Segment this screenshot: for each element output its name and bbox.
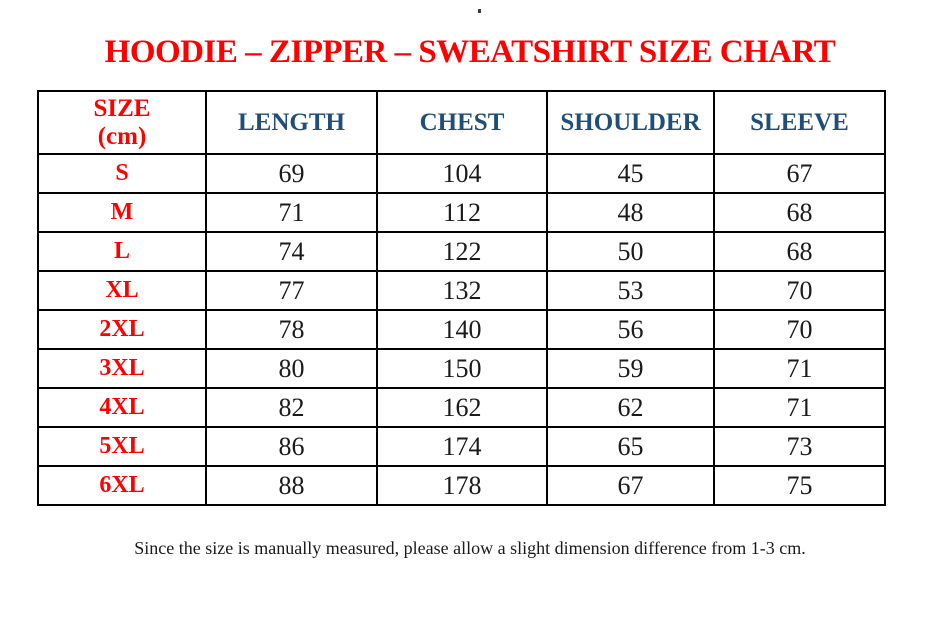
- table-row-l: L 74 122 50 68: [37, 231, 886, 272]
- sleeve-value: 75: [713, 465, 886, 506]
- header-size-unit: (cm): [97, 122, 147, 150]
- shoulder-value: 62: [546, 387, 715, 428]
- sleeve-value: 68: [713, 231, 886, 272]
- table-row-m: M 71 112 48 68: [37, 192, 886, 233]
- length-value: 88: [205, 465, 378, 506]
- size-label: S: [37, 153, 207, 194]
- page-title: HOODIE – ZIPPER – SWEATSHIRT SIZE CHART: [104, 34, 836, 70]
- chest-value: 178: [376, 465, 548, 506]
- length-value: 74: [205, 231, 378, 272]
- size-label: 2XL: [37, 309, 207, 350]
- length-value: 71: [205, 192, 378, 233]
- header-length: LENGTH: [205, 90, 378, 155]
- sleeve-value: 71: [713, 387, 886, 428]
- size-label: 4XL: [37, 387, 207, 428]
- size-label: L: [37, 231, 207, 272]
- header-size-label: SIZE: [93, 94, 151, 122]
- chest-value: 132: [376, 270, 548, 311]
- sleeve-value: 70: [713, 309, 886, 350]
- shoulder-value: 50: [546, 231, 715, 272]
- chest-value: 104: [376, 153, 548, 194]
- sleeve-value: 70: [713, 270, 886, 311]
- stray-dot: [478, 9, 481, 13]
- shoulder-value: 45: [546, 153, 715, 194]
- shoulder-value: 48: [546, 192, 715, 233]
- size-label: 6XL: [37, 465, 207, 506]
- size-label: 5XL: [37, 426, 207, 467]
- sleeve-value: 73: [713, 426, 886, 467]
- size-label: XL: [37, 270, 207, 311]
- table-row-2xl: 2XL 78 140 56 70: [37, 309, 886, 350]
- length-value: 77: [205, 270, 378, 311]
- length-value: 69: [205, 153, 378, 194]
- length-value: 82: [205, 387, 378, 428]
- chest-value: 162: [376, 387, 548, 428]
- sleeve-value: 67: [713, 153, 886, 194]
- shoulder-value: 67: [546, 465, 715, 506]
- shoulder-value: 56: [546, 309, 715, 350]
- shoulder-value: 65: [546, 426, 715, 467]
- size-table: SIZE (cm) LENGTH CHEST SHOULDER SLEEVE S…: [37, 90, 886, 506]
- chest-value: 112: [376, 192, 548, 233]
- table-row-6xl: 6XL 88 178 67 75: [37, 465, 886, 506]
- size-label: M: [37, 192, 207, 233]
- chest-value: 122: [376, 231, 548, 272]
- measurement-footnote: Since the size is manually measured, ple…: [134, 538, 806, 558]
- sleeve-value: 71: [713, 348, 886, 389]
- sleeve-value: 68: [713, 192, 886, 233]
- size-label: 3XL: [37, 348, 207, 389]
- table-row-5xl: 5XL 86 174 65 73: [37, 426, 886, 467]
- length-value: 80: [205, 348, 378, 389]
- table-header-row: SIZE (cm) LENGTH CHEST SHOULDER SLEEVE: [37, 90, 886, 155]
- chest-value: 174: [376, 426, 548, 467]
- header-shoulder: SHOULDER: [546, 90, 715, 155]
- header-chest: CHEST: [376, 90, 548, 155]
- chest-value: 150: [376, 348, 548, 389]
- table-row-3xl: 3XL 80 150 59 71: [37, 348, 886, 389]
- header-sleeve: SLEEVE: [713, 90, 886, 155]
- table-row-xl: XL 77 132 53 70: [37, 270, 886, 311]
- table-row-4xl: 4XL 82 162 62 71: [37, 387, 886, 428]
- length-value: 86: [205, 426, 378, 467]
- table-row-s: S 69 104 45 67: [37, 153, 886, 194]
- shoulder-value: 59: [546, 348, 715, 389]
- shoulder-value: 53: [546, 270, 715, 311]
- chest-value: 140: [376, 309, 548, 350]
- header-size: SIZE (cm): [37, 90, 207, 155]
- length-value: 78: [205, 309, 378, 350]
